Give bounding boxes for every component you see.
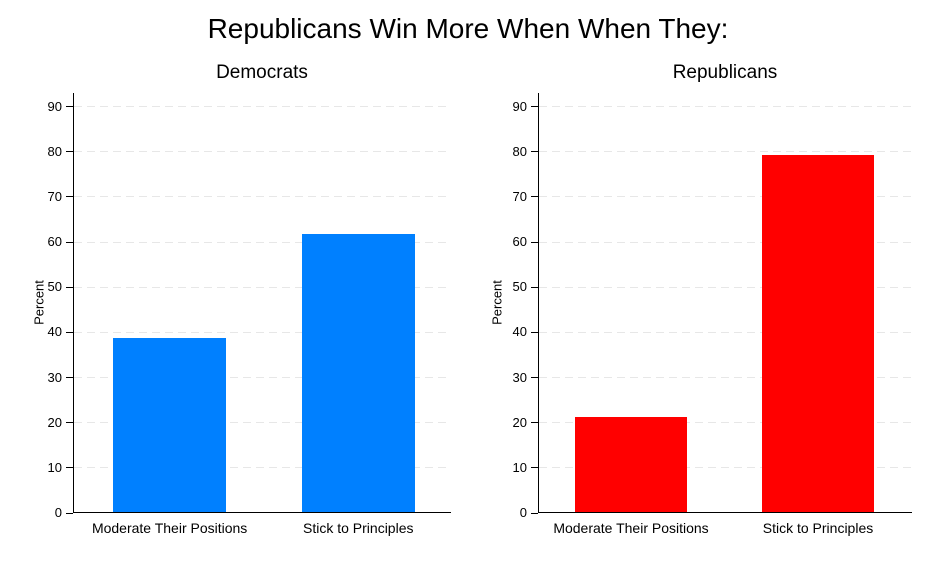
y-tick-mark: [531, 151, 538, 153]
y-tick-label: 50: [47, 279, 62, 295]
y-tick-label: 0: [519, 505, 527, 520]
gridline-60: [539, 241, 912, 243]
y-tick-mark: [66, 512, 73, 514]
y-tick-label: 40: [47, 324, 62, 340]
panel-republicans: Republicans Percent 0 10 20 30 40 50 60 70 80 90 M…: [468, 58, 936, 562]
y-tick-mark: [531, 241, 538, 243]
y-axis-label: Percent: [31, 280, 47, 325]
y-tick-mark: [66, 151, 73, 153]
y-tick-label: 20: [512, 414, 527, 430]
gridline-50: [539, 286, 912, 288]
y-tick-mark: [66, 331, 73, 333]
y-tick-mark: [531, 286, 538, 288]
panel-republicans-subtitle: Republicans: [672, 62, 778, 83]
gridline-90: [539, 106, 912, 108]
x-tick-label-moderate-their-positions: Moderate Their Positions: [91, 520, 248, 536]
y-tick-mark: [66, 196, 73, 198]
y-tick-label: 20: [47, 414, 62, 430]
y-tick-mark: [531, 467, 538, 469]
gridline-80: [539, 151, 912, 153]
bar-stick-to-principles: [761, 155, 875, 512]
y-tick-label: 80: [512, 143, 527, 159]
gridline-30: [539, 377, 912, 379]
y-tick-mark: [66, 467, 73, 469]
gridline-70: [539, 196, 912, 198]
bar-moderate-their-positions: [112, 338, 227, 512]
gridline-60: [74, 241, 451, 243]
y-tick-mark: [66, 286, 73, 288]
y-tick-mark: [531, 331, 538, 333]
gridline-10: [74, 467, 451, 469]
x-tick-label-stick-to-principles: Stick to Principles: [762, 520, 874, 536]
y-tick-label: 40: [512, 324, 527, 340]
gridline-10: [539, 467, 912, 469]
gridline-20: [539, 422, 912, 424]
y-tick-label: 60: [512, 234, 527, 250]
gridline-80: [74, 151, 451, 153]
figure-title: Republicans Win More When When They:: [207, 13, 729, 44]
y-tick-label: 50: [512, 279, 527, 295]
y-tick-mark: [66, 241, 73, 243]
y-tick-mark: [66, 106, 73, 108]
y-tick-mark: [531, 196, 538, 198]
x-tick-label-stick-to-principles: Stick to Principles: [303, 520, 414, 536]
gridline-40: [539, 331, 912, 333]
gridline-20: [74, 422, 451, 424]
y-tick-mark: [531, 106, 538, 108]
y-tick-label: 30: [512, 369, 527, 385]
y-tick-label: 70: [47, 188, 62, 204]
panel-democrats: Democrats Percent 0 10 20 30 40 50 60 70 80 90 Mod…: [0, 58, 468, 562]
y-tick-label: 10: [47, 459, 62, 475]
y-tick-mark: [66, 377, 73, 379]
bar-moderate-their-positions: [574, 417, 688, 512]
plot-area-democrats: 0 10 20 30 40 50 60 70 80 90 Moderate Their Positi…: [48, 93, 451, 536]
y-tick-label: 30: [47, 369, 62, 385]
y-tick-mark: [531, 422, 538, 424]
gridline-40: [74, 331, 451, 333]
y-tick-label: 80: [47, 143, 62, 159]
y-tick-label: 10: [512, 459, 527, 475]
y-tick-mark: [66, 422, 73, 424]
panel-democrats-subtitle: Democrats: [216, 62, 308, 83]
gridline-90: [74, 106, 451, 108]
gridline-30: [74, 377, 451, 379]
bar-stick-to-principles: [301, 234, 415, 512]
y-tick-label: 60: [47, 234, 62, 250]
x-tick-label-moderate-their-positions: Moderate Their Positions: [553, 520, 709, 536]
y-tick-label: 0: [54, 505, 62, 520]
y-tick-mark: [531, 512, 538, 514]
y-tick-mark: [531, 377, 538, 379]
gridline-50: [74, 286, 451, 288]
plot-area-republicans: 0 10 20 30 40 50 60 70 80 90 Moderate Their Positi…: [513, 93, 912, 536]
y-tick-label: 90: [47, 98, 62, 114]
gridline-70: [74, 196, 451, 198]
y-tick-label: 90: [512, 98, 527, 114]
y-tick-label: 70: [512, 188, 527, 204]
y-axis-label: Percent: [489, 280, 505, 325]
